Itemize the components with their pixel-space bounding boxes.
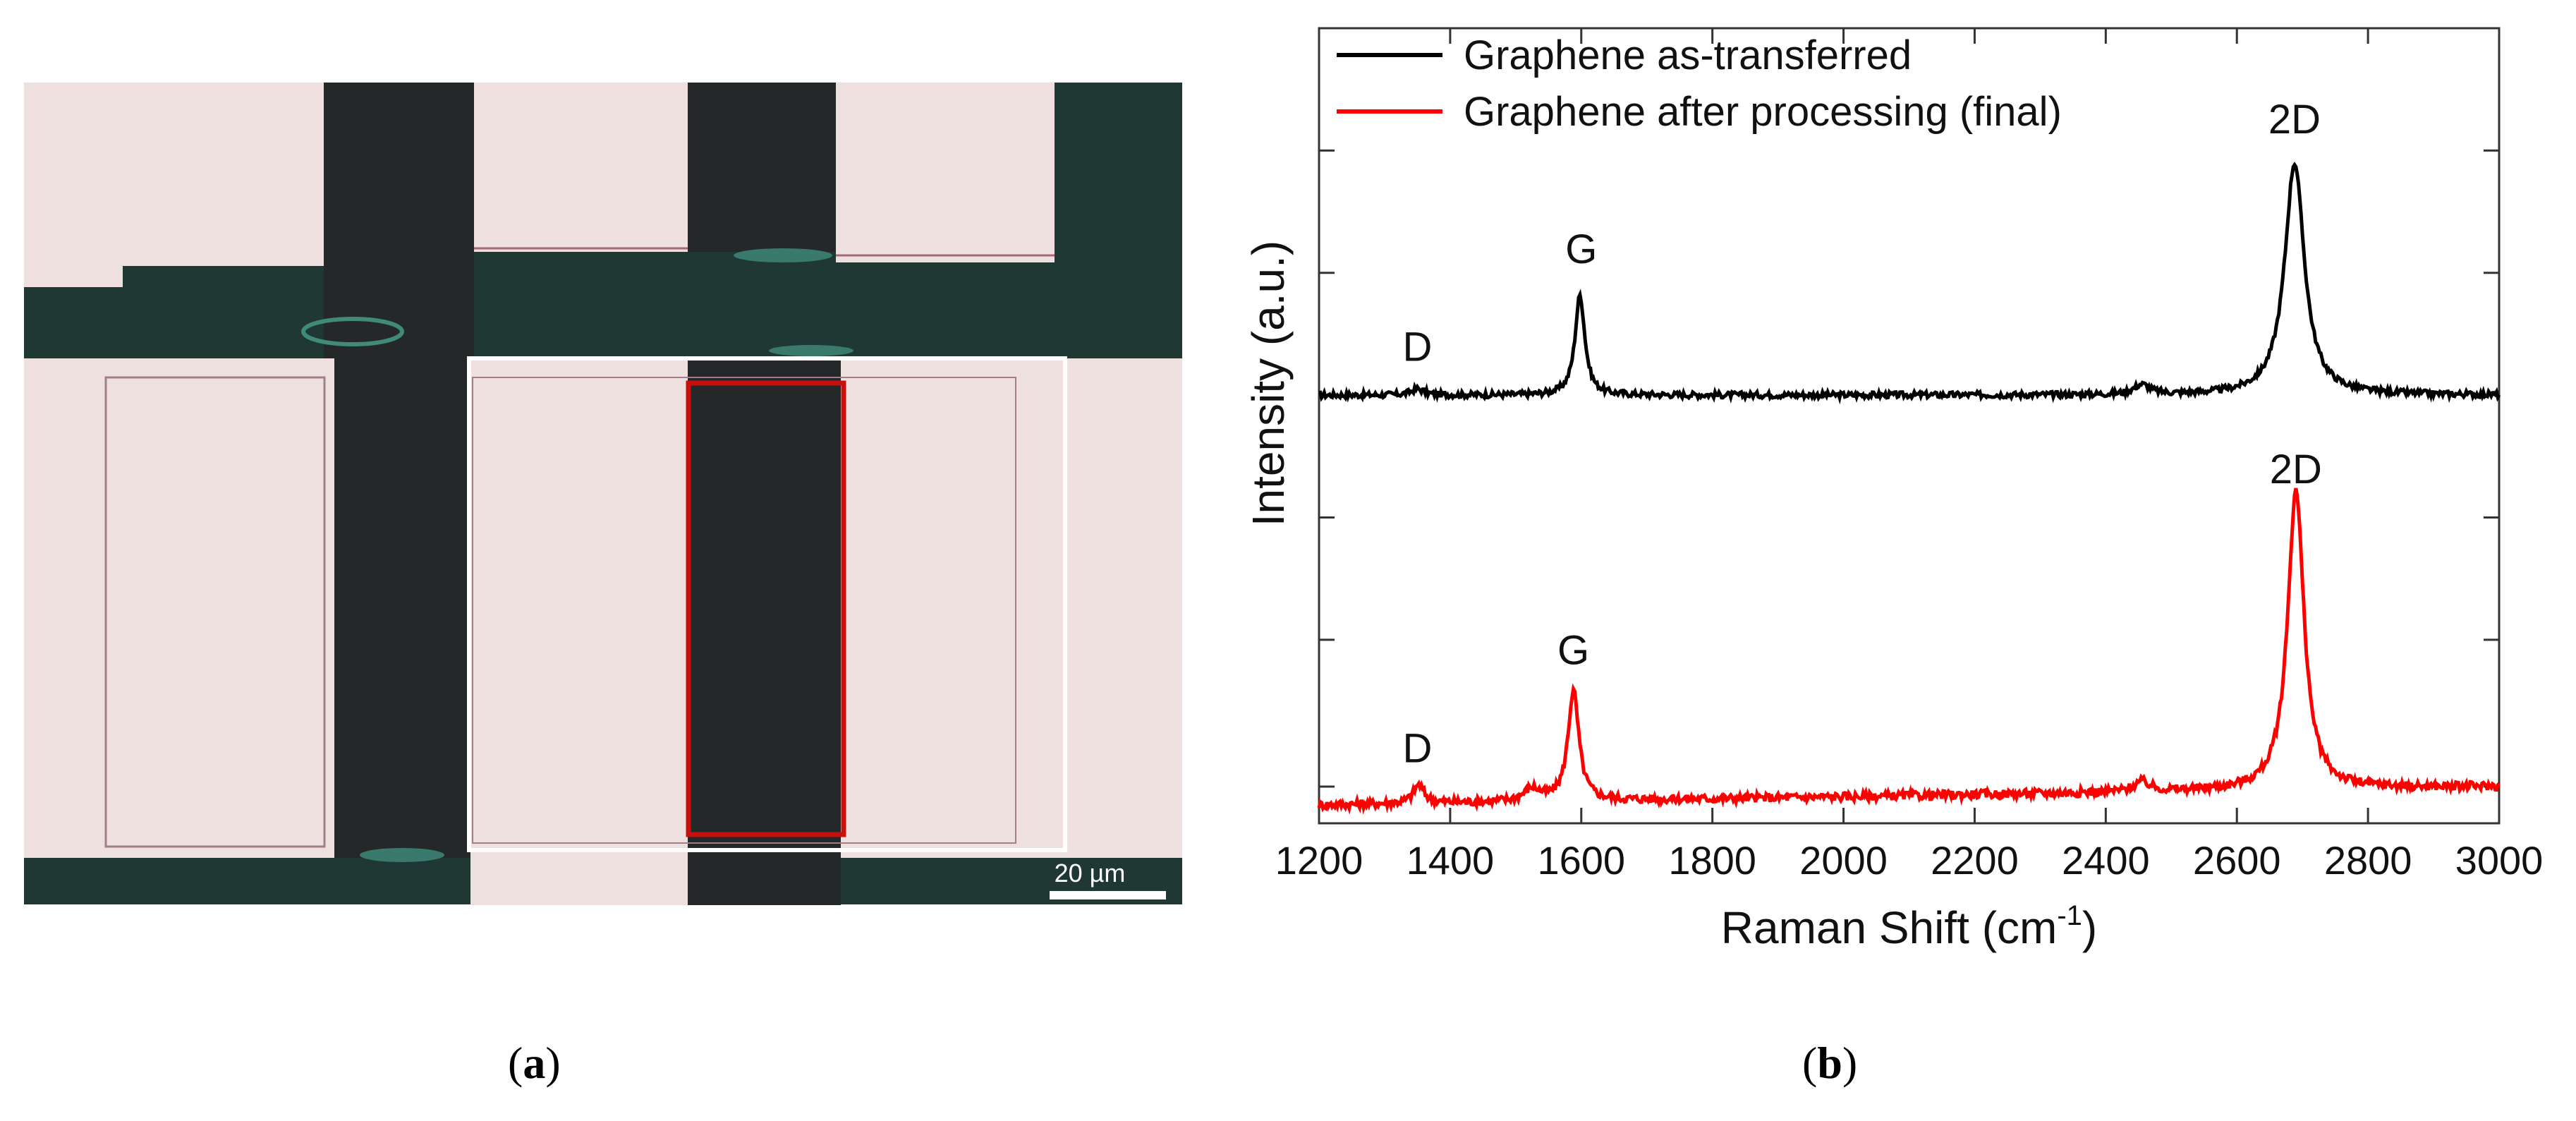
- region-outline-red: [686, 380, 846, 837]
- contact-pad: [24, 358, 334, 858]
- x-tick-label: 1200: [1275, 838, 1363, 883]
- panel-letter-b: b: [1817, 1038, 1842, 1088]
- region-outline-white: [467, 356, 1067, 852]
- contact-pad: [24, 83, 123, 287]
- spectrum-line: [1317, 487, 2501, 815]
- contact-pad: [474, 83, 688, 252]
- y-axis-label: Intensity (a.u.): [1243, 241, 1294, 527]
- residue-spot: [769, 345, 853, 356]
- legend-label: Graphene after processing (final): [1464, 89, 2062, 135]
- pad-edge: [472, 377, 1016, 844]
- plot-frame: [1318, 27, 2501, 825]
- peak-label: G: [1557, 628, 1589, 674]
- spectrum-line: [1318, 162, 2501, 405]
- x-tick-label: 1600: [1537, 838, 1625, 883]
- contact-pad: [470, 358, 688, 905]
- panel-letter-a: a: [523, 1038, 546, 1088]
- panel-label-a: (a): [508, 1038, 561, 1088]
- peak-label: G: [1565, 226, 1597, 272]
- pad-edge: [104, 376, 326, 848]
- scale-bar-label: 20 µm: [1055, 859, 1126, 887]
- x-tick-label: 3000: [2455, 838, 2544, 883]
- panel-label-b: (b): [1802, 1038, 1858, 1088]
- x-axis-label: Raman Shift (cm-1): [1721, 900, 2097, 953]
- peak-label: D: [1402, 325, 1432, 370]
- x-tick-label: 1400: [1407, 838, 1495, 883]
- x-tick-label: 2600: [2193, 838, 2281, 883]
- residue-spot: [360, 848, 444, 862]
- residue-spot: [734, 248, 832, 262]
- peak-label: 2D: [2268, 97, 2321, 143]
- x-tick-label: 2000: [1799, 838, 1888, 883]
- contact-pad: [841, 358, 1182, 858]
- x-tick-label: 1800: [1668, 838, 1756, 883]
- x-tick-label: 2800: [2324, 838, 2412, 883]
- x-tick-label: 2400: [2062, 838, 2150, 883]
- channel-strip: [688, 358, 841, 905]
- channel-strip: [688, 83, 836, 252]
- legend-label: Graphene as-transferred: [1464, 32, 1912, 78]
- residue-spot: [301, 317, 404, 346]
- micrograph-figure: 20 µm: [24, 83, 1182, 905]
- x-tick-label: 2200: [1931, 838, 2019, 883]
- contact-pad: [836, 83, 1055, 262]
- peak-label: D: [1402, 725, 1432, 771]
- channel-strip: [334, 358, 470, 858]
- peak-label: 2D: [2270, 447, 2322, 492]
- scale-bar: [1050, 891, 1166, 899]
